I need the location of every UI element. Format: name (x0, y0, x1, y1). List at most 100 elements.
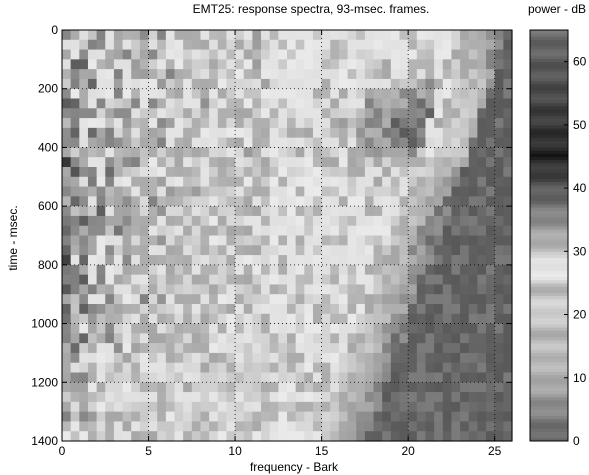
heatmap-cell (261, 323, 271, 334)
heatmap-cell (87, 108, 98, 119)
heatmap-cell (62, 245, 72, 256)
colorbar-band (530, 200, 568, 205)
heatmap-cell (425, 421, 435, 432)
heatmap-cell (252, 274, 262, 286)
heatmap-cell (356, 264, 366, 276)
heatmap-cell (477, 147, 487, 158)
heatmap-cell (62, 88, 72, 100)
heatmap-cell (434, 392, 444, 403)
colorbar-band (530, 403, 568, 407)
heatmap-cell (235, 333, 245, 344)
heatmap-cell (70, 284, 80, 295)
heatmap-cell (494, 235, 504, 246)
heatmap-cell (468, 98, 478, 109)
heatmap-cell (287, 421, 297, 432)
heatmap-cell (139, 118, 150, 129)
heatmap-cell (364, 304, 375, 315)
heatmap-cell (416, 69, 427, 80)
heatmap-cell (87, 196, 98, 207)
heatmap-cell (131, 372, 141, 383)
heatmap-cell (87, 206, 98, 217)
heatmap-cell (157, 59, 167, 70)
heatmap-cell (139, 88, 150, 100)
colorbar-band (530, 118, 568, 123)
heatmap-cell (330, 274, 340, 286)
heatmap-cell (235, 421, 245, 432)
heatmap-cell (477, 30, 487, 41)
heatmap-cell (287, 127, 297, 139)
heatmap-cell (105, 401, 115, 413)
heatmap-cell (269, 431, 279, 442)
colorbar-band (530, 355, 568, 360)
heatmap-cell (477, 343, 487, 354)
heatmap-cell (157, 176, 167, 188)
heatmap-cell (148, 294, 158, 305)
heatmap-cell (364, 255, 375, 266)
heatmap-cell (347, 372, 357, 383)
heatmap-cell (347, 108, 357, 119)
x-axis-title: frequency - Bark (250, 460, 339, 474)
heatmap-cell (226, 333, 236, 344)
colorbar-band (530, 52, 568, 56)
heatmap-cell (477, 137, 487, 149)
colorbar-band (530, 327, 568, 331)
heatmap-cell (338, 206, 349, 217)
heatmap-cell (113, 59, 124, 70)
heatmap-cell (425, 323, 435, 334)
heatmap-cell (442, 98, 453, 109)
heatmap-cell (356, 401, 366, 413)
heatmap-cell (252, 206, 262, 217)
heatmap-cell (70, 206, 80, 217)
heatmap-cell (105, 372, 115, 383)
heatmap-cell (408, 88, 418, 100)
heatmap-cell (321, 49, 331, 60)
heatmap-cell (70, 108, 80, 119)
colorbar-band (530, 324, 568, 328)
heatmap-cell (399, 88, 409, 100)
heatmap-cell (373, 206, 383, 217)
heatmap-cell (442, 313, 453, 325)
heatmap-cell (87, 362, 98, 374)
heatmap-cell (468, 49, 478, 60)
heatmap-cell (494, 284, 504, 295)
heatmap-cell (460, 294, 470, 305)
heatmap-cell (434, 225, 444, 237)
heatmap-cell (486, 127, 496, 139)
heatmap-cell (131, 39, 141, 51)
heatmap-cell (87, 352, 98, 364)
heatmap-cell (494, 39, 504, 51)
heatmap-cell (356, 49, 366, 60)
heatmap-cell (209, 304, 219, 315)
heatmap-cell (295, 206, 305, 217)
heatmap-cell (330, 333, 340, 344)
heatmap-cell (131, 69, 141, 80)
heatmap-cell (295, 313, 305, 325)
heatmap-cell (113, 88, 124, 100)
colorbar-band (530, 162, 568, 167)
heatmap-cell (148, 362, 158, 374)
heatmap-cell (330, 362, 340, 374)
colorbar-band (530, 248, 568, 252)
heatmap-cell (200, 382, 210, 393)
heatmap-cell (217, 157, 228, 168)
heatmap-cell (70, 372, 80, 383)
heatmap-cell (338, 274, 349, 286)
heatmap-cell (79, 157, 89, 168)
heatmap-cell (390, 30, 401, 41)
heatmap-cell (70, 313, 80, 325)
heatmap-cell (382, 98, 392, 109)
heatmap-cell (399, 196, 409, 207)
heatmap-cell (105, 264, 115, 276)
heatmap-cell (122, 235, 132, 246)
heatmap-cell (347, 362, 357, 374)
heatmap-cell (226, 39, 236, 51)
heatmap-cell (434, 401, 444, 413)
heatmap-cell (70, 137, 80, 149)
heatmap-cell (287, 59, 297, 70)
heatmap-cell (70, 186, 80, 197)
heatmap-cell (356, 78, 366, 90)
colorbar-band (530, 289, 568, 293)
heatmap-cell (113, 137, 124, 149)
colorbar-band (530, 260, 568, 265)
heatmap-cell (243, 88, 253, 100)
